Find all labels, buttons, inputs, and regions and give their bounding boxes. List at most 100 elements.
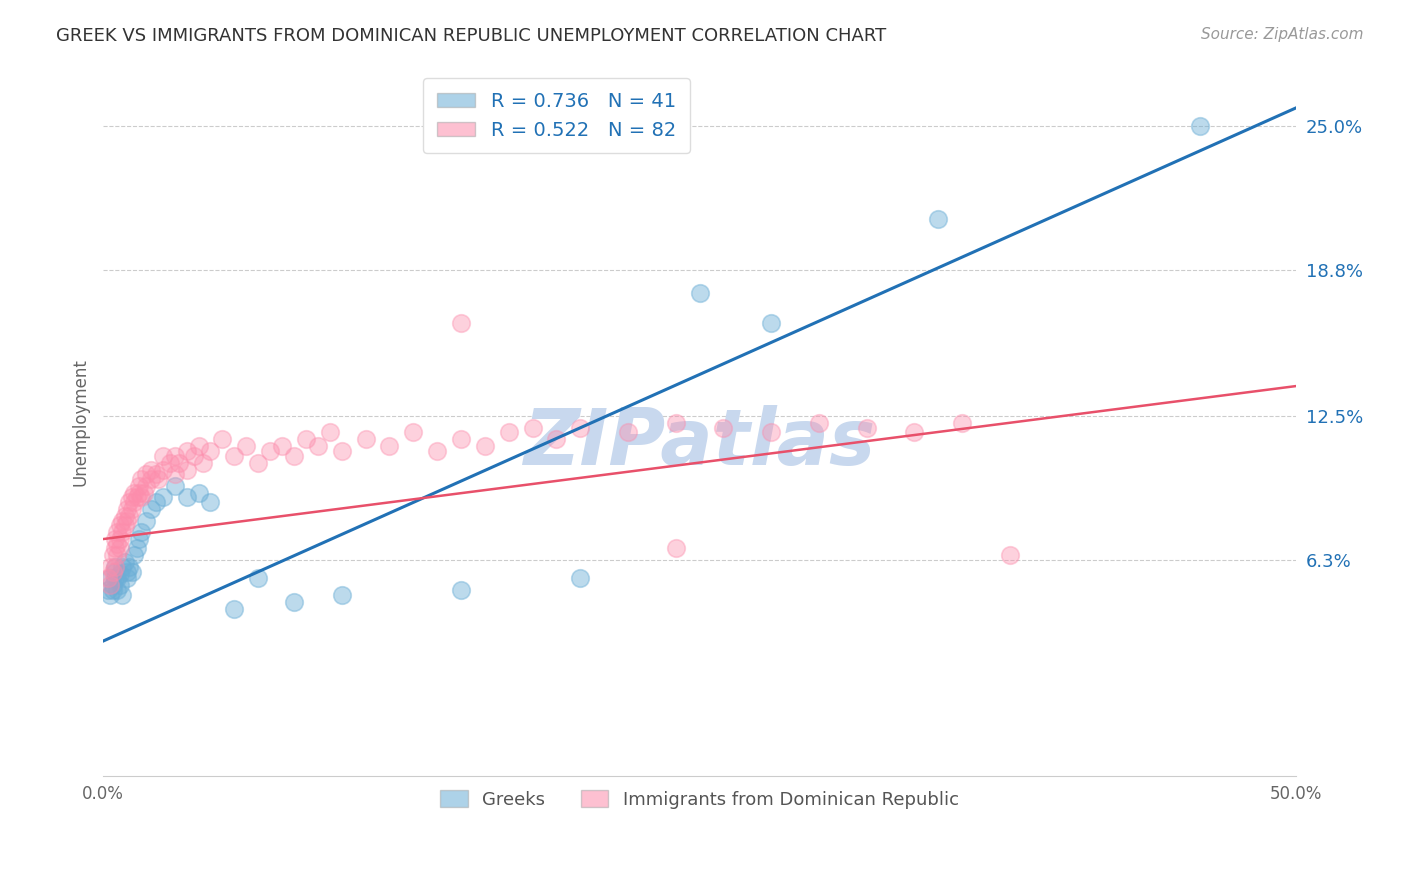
Point — [125, 541, 148, 556]
Point — [139, 502, 162, 516]
Point — [111, 588, 134, 602]
Point — [187, 439, 209, 453]
Point — [98, 578, 121, 592]
Point — [247, 572, 270, 586]
Point — [121, 502, 143, 516]
Point — [617, 425, 640, 440]
Point — [132, 485, 155, 500]
Point — [295, 433, 318, 447]
Point — [187, 485, 209, 500]
Point — [111, 514, 134, 528]
Point — [98, 588, 121, 602]
Point — [163, 449, 186, 463]
Point — [146, 472, 169, 486]
Point — [224, 601, 246, 615]
Point — [104, 560, 127, 574]
Point — [118, 508, 141, 523]
Point — [108, 518, 131, 533]
Point — [283, 449, 305, 463]
Point — [128, 485, 150, 500]
Point — [122, 485, 145, 500]
Point — [211, 433, 233, 447]
Point — [118, 495, 141, 509]
Point — [759, 425, 782, 440]
Point — [498, 425, 520, 440]
Point — [224, 449, 246, 463]
Point — [101, 578, 124, 592]
Point — [122, 495, 145, 509]
Point — [200, 495, 222, 509]
Point — [176, 462, 198, 476]
Point — [159, 456, 181, 470]
Point — [474, 439, 496, 453]
Point — [152, 449, 174, 463]
Point — [135, 514, 157, 528]
Point — [247, 456, 270, 470]
Point — [546, 433, 568, 447]
Point — [104, 572, 127, 586]
Y-axis label: Unemployment: Unemployment — [72, 358, 89, 486]
Point — [307, 439, 329, 453]
Point — [271, 439, 294, 453]
Point — [378, 439, 401, 453]
Point — [759, 317, 782, 331]
Point — [193, 456, 215, 470]
Legend: Greeks, Immigrants from Dominican Republic: Greeks, Immigrants from Dominican Republ… — [433, 783, 966, 816]
Point — [114, 518, 136, 533]
Point — [145, 467, 167, 482]
Point — [125, 491, 148, 505]
Point — [450, 433, 472, 447]
Point — [104, 541, 127, 556]
Point — [98, 572, 121, 586]
Point — [115, 514, 138, 528]
Point — [121, 565, 143, 579]
Point — [259, 444, 281, 458]
Point — [107, 537, 129, 551]
Point — [569, 572, 592, 586]
Point — [950, 416, 973, 430]
Point — [152, 491, 174, 505]
Point — [1189, 120, 1212, 134]
Point — [200, 444, 222, 458]
Point — [115, 572, 138, 586]
Point — [114, 555, 136, 569]
Point — [115, 502, 138, 516]
Point — [107, 525, 129, 540]
Point — [145, 495, 167, 509]
Point — [163, 479, 186, 493]
Point — [183, 449, 205, 463]
Point — [129, 525, 152, 540]
Point — [319, 425, 342, 440]
Point — [118, 560, 141, 574]
Point — [152, 462, 174, 476]
Point — [129, 491, 152, 505]
Point — [98, 560, 121, 574]
Point — [108, 541, 131, 556]
Point — [354, 433, 377, 447]
Point — [426, 444, 449, 458]
Point — [128, 479, 150, 493]
Text: GREEK VS IMMIGRANTS FROM DOMINICAN REPUBLIC UNEMPLOYMENT CORRELATION CHART: GREEK VS IMMIGRANTS FROM DOMINICAN REPUB… — [56, 27, 887, 45]
Point — [115, 565, 138, 579]
Point — [235, 439, 257, 453]
Point — [135, 467, 157, 482]
Point — [569, 421, 592, 435]
Point — [97, 583, 120, 598]
Point — [927, 212, 949, 227]
Point — [665, 416, 688, 430]
Point — [283, 595, 305, 609]
Point — [101, 549, 124, 563]
Point — [111, 525, 134, 540]
Point — [107, 583, 129, 598]
Point — [139, 472, 162, 486]
Point — [97, 572, 120, 586]
Point — [101, 583, 124, 598]
Point — [522, 421, 544, 435]
Point — [176, 444, 198, 458]
Point — [330, 588, 353, 602]
Point — [402, 425, 425, 440]
Point — [135, 479, 157, 493]
Point — [107, 572, 129, 586]
Point — [108, 566, 131, 581]
Point — [176, 491, 198, 505]
